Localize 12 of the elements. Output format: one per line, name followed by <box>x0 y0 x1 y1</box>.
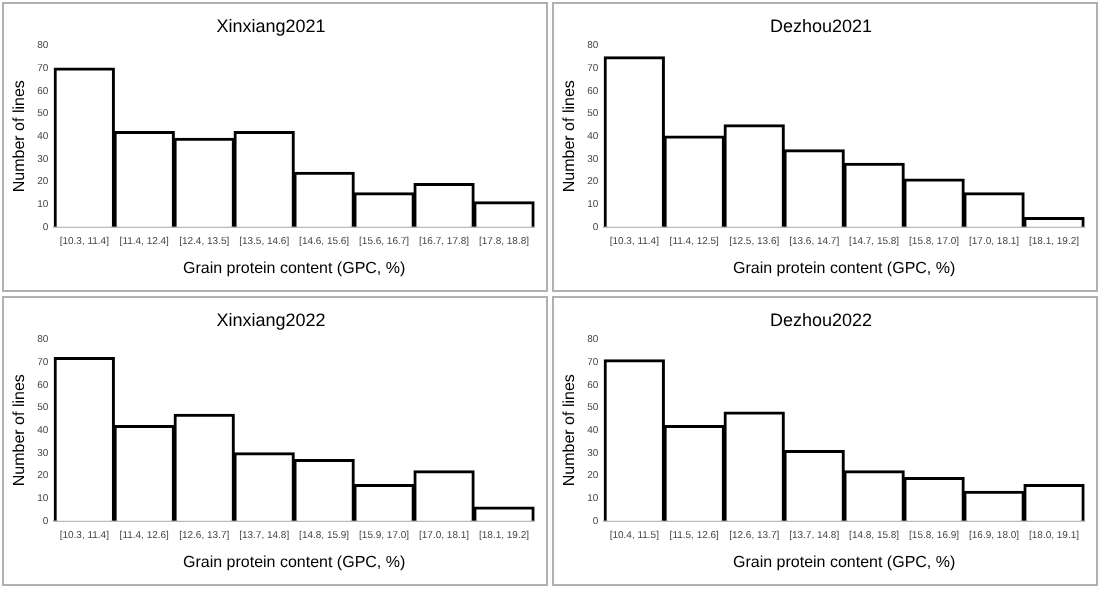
chart-title: Xinxiang2021 <box>216 15 326 36</box>
x-axis-title: Grain protein content (GPC, %) <box>183 258 406 277</box>
y-axis-title: Number of lines <box>10 80 29 193</box>
y-axis-title: Number of lines <box>560 80 579 193</box>
chart-title: Xinxiang2022 <box>216 309 326 330</box>
y-axis-title: Number of lines <box>10 374 29 487</box>
x-axis-title: Grain protein content (GPC, %) <box>183 552 406 571</box>
chart-title: Dezhou2021 <box>769 15 873 36</box>
y-axis-title: Number of lines <box>560 374 579 487</box>
chart-title: Dezhou2022 <box>769 309 873 330</box>
x-axis-title: Grain protein content (GPC, %) <box>733 552 956 571</box>
x-axis-title: Grain protein content (GPC, %) <box>733 258 956 277</box>
